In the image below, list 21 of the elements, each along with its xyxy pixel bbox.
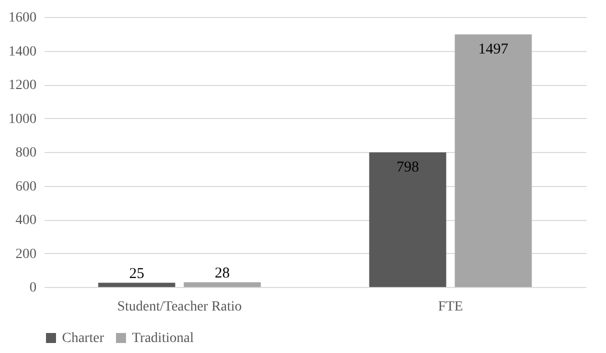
y-tick-label: 1600	[8, 10, 36, 26]
x-tick-label: Student/Teacher Ratio	[117, 300, 242, 314]
y-tick-label: 800	[16, 146, 36, 160]
bar	[184, 282, 261, 287]
bar	[454, 34, 532, 287]
y-tick-label: 400	[16, 213, 36, 228]
legend-label: Charter	[62, 331, 104, 346]
y-tick-label: 600	[16, 179, 36, 194]
legend-label: Traditional	[132, 331, 194, 346]
data-label: 798	[396, 159, 419, 176]
y-tick-label: 1400	[8, 44, 36, 60]
y-tick-label: 200	[16, 246, 36, 262]
y-tick-label: 1000	[8, 112, 36, 127]
data-label: 28	[214, 265, 230, 282]
bar	[98, 282, 176, 287]
y-tick-label: 0	[30, 280, 36, 296]
data-label: 25	[129, 266, 144, 282]
bar	[369, 152, 446, 287]
x-tick-label: FTE	[438, 300, 463, 314]
data-label: 1497	[478, 41, 509, 58]
y-tick-label: 1200	[8, 78, 36, 93]
